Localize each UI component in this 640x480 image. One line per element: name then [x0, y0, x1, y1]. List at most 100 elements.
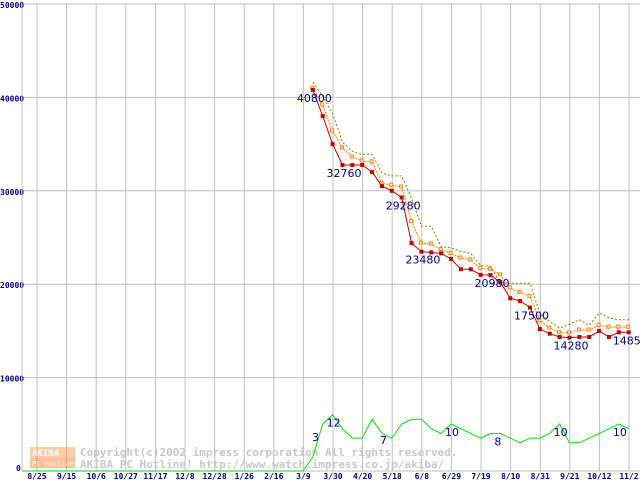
- data-point-min: [449, 256, 454, 261]
- x-tick-label: 8/31: [531, 472, 550, 480]
- y-tick-label: 40000: [0, 94, 24, 103]
- price-data-label: 32760: [326, 167, 361, 180]
- x-tick-label: 6/8: [415, 472, 430, 480]
- data-point-min: [439, 251, 444, 256]
- x-tick-label: 5/18: [383, 472, 402, 480]
- data-point-average: [507, 285, 512, 290]
- series-group: [22, 82, 631, 472]
- data-point-average: [359, 158, 364, 163]
- count-data-label: 7: [380, 434, 387, 447]
- data-point-average: [596, 322, 601, 327]
- data-point-average: [438, 247, 443, 252]
- labels-group: 40800 32760 29280 23480 20980 17500 14280 14850…: [297, 92, 640, 448]
- count-data-label: 12: [327, 417, 341, 430]
- data-point-min: [429, 250, 434, 255]
- svg-text:PC Hotline!: PC Hotline!: [32, 460, 78, 468]
- data-point-min: [577, 334, 582, 339]
- x-tick-label: 12/8: [175, 472, 194, 480]
- data-point-average: [369, 159, 374, 164]
- y-tick-label: 10000: [0, 375, 24, 384]
- data-point-min: [606, 334, 611, 339]
- y-tick-label: 30000: [0, 188, 24, 197]
- data-point-average: [586, 327, 591, 332]
- data-point-average: [339, 145, 344, 150]
- data-point-min: [547, 331, 552, 336]
- x-tick-label: 1/26: [235, 472, 254, 480]
- count-data-label: 10: [613, 426, 627, 439]
- x-tick-label: 3/9: [296, 472, 311, 480]
- data-point-average: [448, 250, 453, 255]
- data-point-min: [379, 184, 384, 189]
- price-data-label: 23480: [405, 254, 440, 267]
- price-data-label: 20980: [475, 277, 510, 290]
- data-point-min: [498, 280, 503, 285]
- data-point-min: [597, 328, 602, 333]
- svg-text:AKIBA: AKIBA: [32, 449, 60, 459]
- x-tick-label: 11/2: [619, 472, 638, 480]
- x-tick-label: 10/6: [87, 472, 106, 480]
- price-data-label: 14280: [553, 340, 588, 353]
- data-point-average: [626, 324, 631, 329]
- data-point-min: [370, 170, 375, 175]
- data-point-min: [488, 273, 493, 278]
- data-point-average: [478, 265, 483, 270]
- data-point-average: [576, 327, 581, 332]
- data-point-min: [468, 267, 473, 272]
- series-line-shop-count: [22, 413, 629, 472]
- data-point-min: [537, 327, 542, 332]
- data-point-min: [518, 299, 523, 304]
- data-point-min: [528, 305, 533, 310]
- data-point-average: [566, 330, 571, 335]
- data-point-min: [320, 114, 325, 119]
- data-point-min: [310, 87, 315, 92]
- data-point-average: [389, 182, 394, 187]
- data-point-average: [497, 272, 502, 277]
- data-point-min: [458, 267, 463, 272]
- data-point-min: [409, 241, 414, 246]
- data-point-min: [478, 272, 483, 277]
- data-point-average: [537, 318, 542, 323]
- x-tick-label: 11/17: [143, 472, 167, 480]
- data-point-average: [349, 154, 354, 159]
- data-point-average: [616, 324, 621, 329]
- data-point-min: [330, 142, 335, 147]
- x-tick-label: 12/28: [203, 472, 227, 480]
- x-tick-label: 10/12: [587, 472, 611, 480]
- data-point-average: [468, 257, 473, 262]
- data-point-min: [557, 334, 562, 339]
- series-line-average: [312, 87, 629, 334]
- count-data-label: 3: [312, 431, 319, 444]
- x-tick-label: 7/19: [471, 472, 490, 480]
- data-point-average: [458, 255, 463, 260]
- data-point-average: [399, 184, 404, 189]
- data-point-average: [517, 290, 522, 295]
- data-point-average: [488, 266, 493, 271]
- x-tick-label: 9/21: [560, 472, 579, 480]
- x-tick-label: 3/30: [323, 472, 342, 480]
- data-point-average: [557, 330, 562, 335]
- x-tick-label: 2/16: [264, 472, 283, 480]
- data-point-average: [428, 241, 433, 246]
- series-line-max: [312, 82, 629, 329]
- y-tick-label: 20000: [0, 281, 24, 290]
- data-point-min: [616, 330, 621, 335]
- data-point-average: [418, 240, 423, 245]
- data-point-average: [527, 293, 532, 298]
- x-tick-label: 6/29: [442, 472, 461, 480]
- series-line-min: [312, 89, 629, 339]
- y-tick-label: 0: [16, 464, 21, 473]
- x-tick-label: 9/15: [57, 472, 76, 480]
- data-point-average: [330, 128, 335, 133]
- data-point-min: [626, 330, 631, 335]
- data-point-min: [350, 163, 355, 168]
- data-point-min: [508, 296, 513, 301]
- x-tick-label: 8/10: [501, 472, 520, 480]
- price-data-label: 40800: [297, 92, 332, 105]
- x-tick-label: 10/27: [114, 472, 138, 480]
- price-data-label: 17500: [514, 310, 549, 323]
- logo: AKIBA PC Hotline!: [30, 447, 78, 468]
- y-tick-label: 50000: [0, 1, 24, 10]
- count-data-label: 10: [445, 426, 459, 439]
- site-url-text: AKIBA PC Hotline! http://www.watch.impre…: [80, 458, 445, 471]
